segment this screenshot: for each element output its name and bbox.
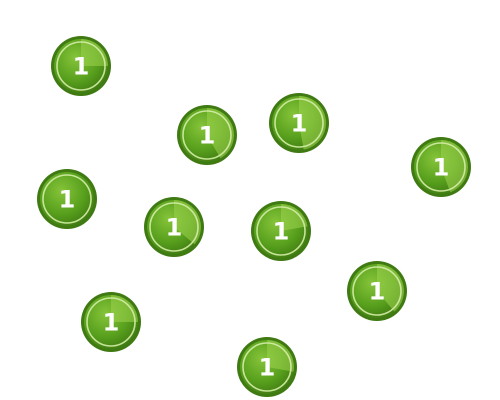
coin-icon: 1 bbox=[411, 137, 471, 197]
coin-value: 1 bbox=[199, 122, 216, 150]
coin-value: 1 bbox=[166, 214, 183, 242]
coin-icon: 1 bbox=[269, 93, 329, 153]
coin[interactable]: 1 bbox=[143, 196, 205, 258]
coin[interactable]: 1 bbox=[268, 92, 330, 154]
coin[interactable]: 1 bbox=[36, 168, 98, 230]
coin-icon: 1 bbox=[177, 105, 237, 165]
coin-value: 1 bbox=[369, 278, 386, 306]
coin[interactable]: 1 bbox=[236, 336, 298, 398]
coin-value: 1 bbox=[259, 354, 276, 382]
coin-icon: 1 bbox=[37, 169, 97, 229]
coin[interactable]: 1 bbox=[346, 260, 408, 322]
coin-value: 1 bbox=[291, 110, 308, 138]
coin-value: 1 bbox=[103, 309, 120, 337]
coin[interactable]: 1 bbox=[80, 291, 142, 353]
coin-icon: 1 bbox=[251, 201, 311, 261]
coin-icon: 1 bbox=[144, 197, 204, 257]
coin-value: 1 bbox=[273, 218, 290, 246]
coin-value: 1 bbox=[433, 154, 450, 182]
coin[interactable]: 1 bbox=[50, 35, 112, 97]
coin-icon: 1 bbox=[81, 292, 141, 352]
coin-icon: 1 bbox=[347, 261, 407, 321]
coin[interactable]: 1 bbox=[410, 136, 472, 198]
coin[interactable]: 1 bbox=[176, 104, 238, 166]
coin-icon: 1 bbox=[51, 36, 111, 96]
coin-icon: 1 bbox=[237, 337, 297, 397]
coin[interactable]: 1 bbox=[250, 200, 312, 262]
coin-value: 1 bbox=[59, 186, 76, 214]
coin-value: 1 bbox=[73, 53, 90, 81]
